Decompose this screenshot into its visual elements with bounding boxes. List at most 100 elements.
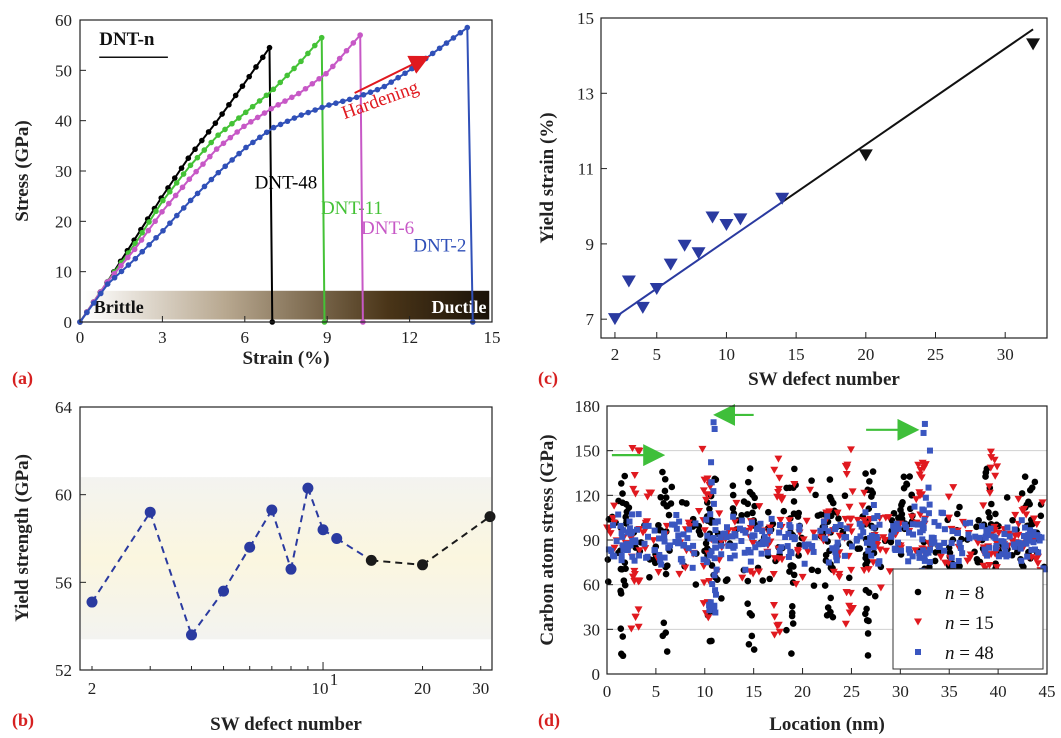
atom-n-15-90 (638, 529, 647, 537)
legend-marker-n-8 (914, 588, 922, 596)
atom-n-48-213 (690, 542, 697, 549)
yield-strength-segment-6 (290, 487, 309, 570)
atom-n-48-132 (824, 513, 831, 520)
peak-atom-n-8-1-8 (663, 562, 671, 569)
x-tick-label-b-20: 20 (414, 679, 431, 698)
atom-n-48-303 (832, 548, 839, 555)
yield-strength-point-8 (285, 563, 297, 575)
atom-n-48-164 (898, 547, 905, 554)
x-tick-label-a-3: 3 (158, 328, 167, 347)
atom-n-48-69 (906, 529, 913, 536)
atom-n-48-43 (755, 541, 762, 548)
yield-strength-point-4 (186, 629, 197, 641)
peak-atom-n-48-1-18 (921, 555, 928, 562)
atom-n-48-150 (906, 549, 913, 556)
peak-atom-n-8-7-13 (900, 473, 908, 481)
atom-n-8-77 (814, 567, 822, 575)
atom-n-15-60 (609, 515, 618, 523)
point-dnt-6-11 (152, 218, 158, 225)
yield-strain-point-9 (705, 211, 720, 224)
y-tick-label-c-9: 9 (586, 235, 595, 254)
x-tick-label-b-30: 30 (472, 679, 489, 698)
point-dnt-2-6 (118, 268, 125, 275)
x-tick-label-d-10: 10 (696, 682, 713, 701)
peak-atom-n-15-2-0 (770, 466, 779, 474)
ductile-label: Ductile (432, 297, 487, 317)
peak-atom-n-8-3-7 (743, 511, 751, 518)
legend-label-n-15: n = 15 (945, 613, 994, 634)
atom-n-48-200 (669, 521, 676, 528)
point-dnt-6-40 (350, 40, 357, 46)
atom-n-48-271 (1001, 531, 1008, 538)
x-tick-label-c-2: 2 (611, 345, 620, 364)
panel-b-yield-strength: 52 56 60 64 2 10 1 20 30 SW defect number Yield … (12, 398, 496, 735)
atom-n-15-47 (876, 584, 885, 592)
x-tick-label-d-5: 5 (652, 682, 661, 701)
atom-n-48-317 (922, 550, 929, 557)
atom-n-15-41 (746, 524, 755, 532)
atom-n-15-153 (809, 529, 818, 537)
atom-n-15-116 (862, 520, 871, 528)
peak-atom-n-8-1-6 (661, 475, 669, 483)
atom-n-48-135 (676, 518, 683, 525)
atom-n-48-292 (832, 526, 839, 533)
atom-n-48-44 (747, 558, 754, 565)
atom-n-15-18 (860, 567, 869, 575)
atom-n-15-192 (1011, 511, 1020, 519)
point-dnt-48-21 (219, 111, 225, 117)
atom-n-48-224 (718, 542, 725, 549)
atom-n-48-300 (768, 515, 775, 522)
point-dnt-2-15 (180, 205, 187, 211)
point-dnt-48-24 (239, 83, 246, 89)
atom-n-48-310 (761, 533, 768, 540)
atom-n-48-315 (1003, 553, 1010, 560)
y-tick-label-d-60: 60 (583, 576, 600, 595)
panel-d-atom-stress: 0 5 10 15 20 25 30 35 40 45 0 30 60 90 120 150 180 n = 8… (537, 397, 1056, 735)
peak-atom-n-15-2-6 (774, 485, 783, 493)
atom-n-48-234 (704, 532, 711, 539)
x-tick-label-c-5: 5 (653, 345, 662, 364)
point-dnt-2-55 (457, 29, 464, 36)
point-dnt-11-11 (153, 208, 159, 215)
peak-atom-n-48-1-12 (926, 447, 933, 454)
atom-n-48-230 (605, 546, 612, 553)
point-dnt-48-19 (205, 129, 212, 135)
atom-n-48-204 (692, 520, 699, 527)
panel-a-ylabel: Stress (GPa) (12, 120, 33, 222)
point-dnt-6-37 (330, 63, 336, 70)
atom-n-48-147 (905, 546, 912, 553)
peak-atom-n-8-8-11 (988, 500, 995, 508)
atom-n-15-163 (643, 493, 652, 501)
atom-n-15-199 (685, 522, 694, 530)
x-tick-label-d-25: 25 (843, 682, 860, 701)
peak-atom-n-8-4-14 (791, 465, 798, 473)
point-dnt-6-17 (193, 168, 199, 175)
y-tick-label-a-40: 40 (55, 112, 72, 131)
x-tick-label-d-30: 30 (892, 682, 909, 701)
peak-atom-n-15-2-9 (770, 613, 779, 621)
atom-n-48-322 (624, 546, 631, 553)
peak-atom-n-15-5-12 (985, 483, 994, 491)
atom-n-48-13 (619, 533, 626, 540)
atom-n-48-276 (755, 524, 762, 531)
atom-n-48-222 (911, 503, 918, 510)
atom-n-8-215 (729, 482, 737, 490)
peak-atom-n-8-6-15 (865, 617, 872, 625)
atom-n-48-136 (905, 558, 912, 565)
panel-c-ylabel: Yield strain (%) (537, 112, 558, 243)
peak-atom-n-15-4-15 (915, 471, 924, 479)
point-dnt-11-24 (242, 109, 249, 116)
atom-n-48-15 (825, 528, 832, 535)
atom-n-48-297 (633, 526, 640, 533)
atom-n-8-80 (956, 562, 963, 570)
yield-strength-segment-1 (149, 511, 193, 636)
legend-marker-n-48 (915, 649, 921, 655)
atom-n-48-40 (916, 554, 923, 561)
point-dnt-48-16 (185, 155, 192, 162)
atom-n-15-189 (799, 536, 808, 544)
peak-atom-n-8-1-14 (663, 648, 671, 655)
point-dnt-11-26 (256, 98, 263, 104)
point-dnt-11-25 (249, 103, 256, 110)
y-tick-label-c-7: 7 (586, 310, 595, 329)
